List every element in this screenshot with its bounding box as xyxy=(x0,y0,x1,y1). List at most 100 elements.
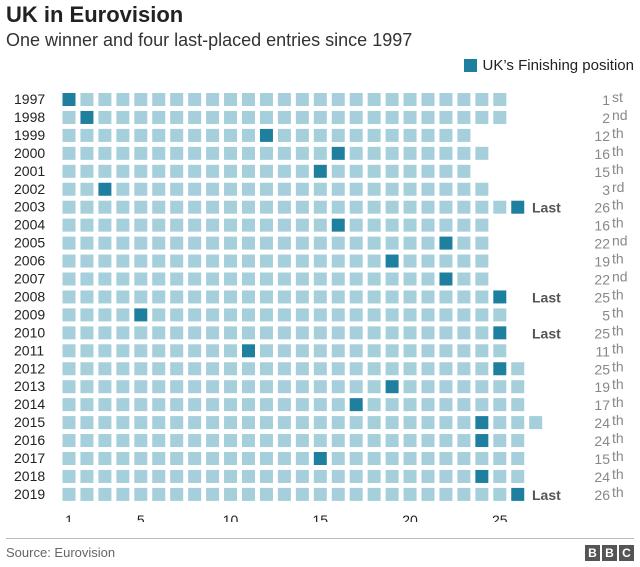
entry-square xyxy=(242,398,255,412)
entry-square xyxy=(206,326,220,340)
entry-square xyxy=(224,434,238,448)
entry-square xyxy=(188,146,202,160)
entry-square xyxy=(134,254,148,268)
uk-entry-square xyxy=(331,218,345,232)
entry-square xyxy=(224,200,238,214)
entry-square xyxy=(277,452,291,465)
entry-square xyxy=(295,218,309,232)
entry-square xyxy=(295,416,309,430)
entry-square xyxy=(206,200,220,214)
entry-square xyxy=(188,236,202,250)
entry-square xyxy=(80,236,94,250)
entry-square xyxy=(224,398,238,412)
entry-square xyxy=(439,110,453,124)
entry-square xyxy=(188,469,202,483)
uk-entry-square xyxy=(331,146,345,160)
entry-square xyxy=(80,128,94,142)
entry-square xyxy=(295,290,309,304)
entry-square xyxy=(277,218,291,232)
entry-square xyxy=(98,362,112,376)
entry-square xyxy=(349,218,363,232)
entry-square xyxy=(98,146,112,160)
entry-square xyxy=(385,308,399,322)
entry-square xyxy=(313,254,327,268)
entry-square xyxy=(134,290,148,304)
entry-square xyxy=(421,362,435,376)
position-suffix: nd xyxy=(612,269,628,285)
entry-square xyxy=(116,200,130,214)
position-suffix: th xyxy=(612,304,624,320)
entry-square xyxy=(313,146,327,160)
entry-square xyxy=(349,254,363,268)
entry-square xyxy=(116,344,130,358)
entry-square xyxy=(170,272,184,286)
entry-square xyxy=(331,254,345,268)
entry-square xyxy=(170,452,184,465)
entry-square xyxy=(170,93,184,106)
entry-square xyxy=(439,164,453,178)
entry-square xyxy=(493,469,507,483)
entry-square xyxy=(385,416,399,430)
position-number: 15 xyxy=(594,164,610,180)
entry-square xyxy=(152,128,166,142)
entry-square xyxy=(98,452,112,465)
entry-square xyxy=(457,326,471,340)
entry-square xyxy=(170,326,184,340)
entry-square xyxy=(313,218,327,232)
entry-square xyxy=(313,308,327,322)
entry-square xyxy=(242,380,255,394)
entry-square xyxy=(170,182,184,196)
entry-square xyxy=(367,93,381,106)
entry-square xyxy=(349,452,363,465)
entry-square xyxy=(62,110,76,124)
year-label: 2017 xyxy=(14,450,45,466)
entry-square xyxy=(421,110,435,124)
entry-square xyxy=(98,398,112,412)
entry-square xyxy=(98,469,112,483)
entry-square xyxy=(242,434,255,448)
entry-square xyxy=(152,487,166,501)
entry-square xyxy=(259,218,273,232)
entry-square xyxy=(439,416,453,430)
entry-square xyxy=(62,434,76,448)
entry-square xyxy=(188,362,202,376)
entry-square xyxy=(295,452,309,465)
entry-square xyxy=(421,434,435,448)
entry-square xyxy=(188,326,202,340)
entry-square xyxy=(439,290,453,304)
entry-square xyxy=(295,236,309,250)
entry-square xyxy=(62,362,76,376)
entry-square xyxy=(62,308,76,322)
year-label: 1999 xyxy=(14,127,45,143)
year-label: 2019 xyxy=(14,486,45,502)
entry-square xyxy=(98,164,112,178)
entry-square xyxy=(206,290,220,304)
entry-square xyxy=(511,452,525,465)
year-label: 2001 xyxy=(14,163,45,179)
entry-square xyxy=(62,398,76,412)
entry-square xyxy=(242,164,255,178)
entry-square xyxy=(188,272,202,286)
entry-square xyxy=(439,344,453,358)
position-suffix: nd xyxy=(612,107,628,123)
entry-square xyxy=(529,416,543,430)
position-suffix: th xyxy=(612,322,624,338)
entry-square xyxy=(98,254,112,268)
entry-square xyxy=(367,218,381,232)
entry-square xyxy=(80,218,94,232)
entry-square xyxy=(98,236,112,250)
position-suffix: th xyxy=(612,161,624,177)
entry-square xyxy=(403,380,417,394)
entry-square xyxy=(403,128,417,142)
entry-square xyxy=(367,469,381,483)
logo-letter: B xyxy=(585,545,600,561)
uk-entry-square xyxy=(62,93,76,106)
entry-square xyxy=(331,200,345,214)
entry-square xyxy=(62,452,76,465)
entry-square xyxy=(152,362,166,376)
entry-square xyxy=(421,128,435,142)
entry-square xyxy=(475,290,489,304)
entry-square xyxy=(224,272,238,286)
entry-square xyxy=(385,182,399,196)
